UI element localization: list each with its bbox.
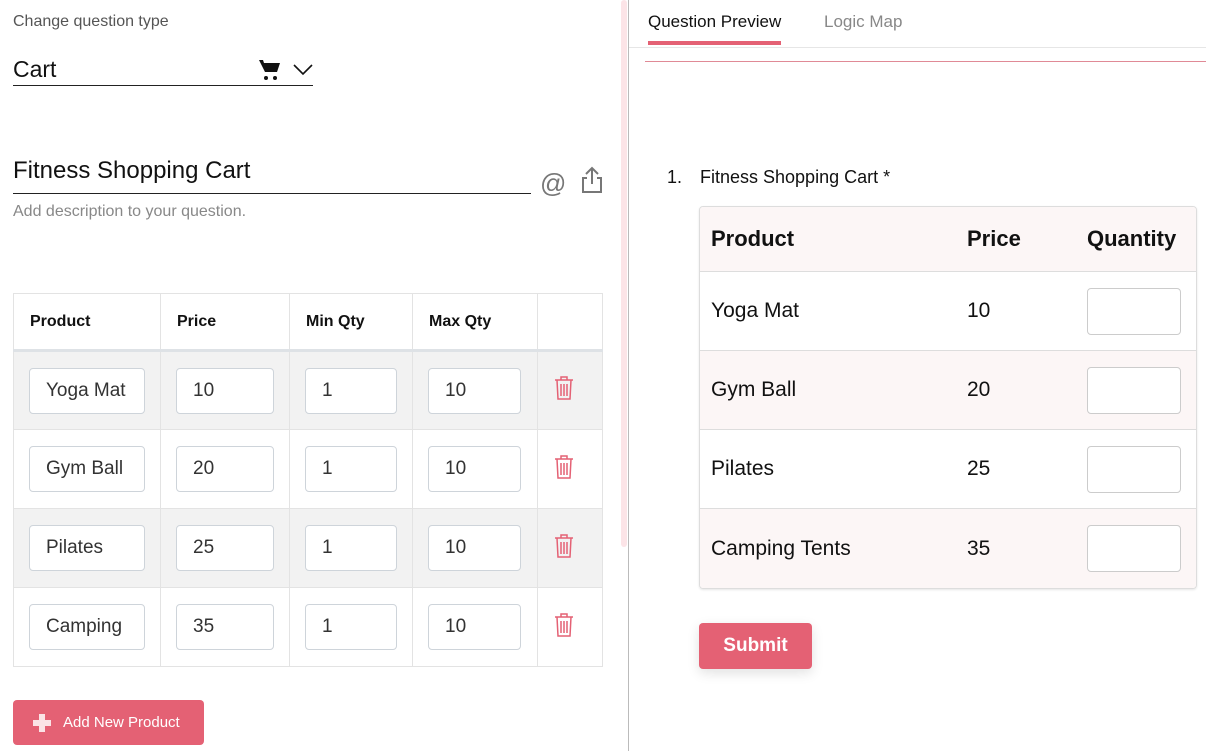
product-name: Gym Ball <box>711 378 797 401</box>
trash-icon[interactable] <box>553 533 575 559</box>
table-row: Pilates 25 1 10 <box>13 508 603 588</box>
tab-question-preview[interactable]: Question Preview <box>648 12 782 45</box>
product-name-input[interactable]: Pilates <box>29 525 145 571</box>
max-qty-input[interactable]: 10 <box>428 446 521 492</box>
trash-icon[interactable] <box>553 375 575 401</box>
price-input[interactable]: 35 <box>176 604 274 650</box>
column-header: Product <box>711 226 795 251</box>
product-price: 10 <box>967 299 991 322</box>
question-description-input[interactable]: Add description to your question. <box>13 203 247 220</box>
add-new-product-label: Add New Product <box>63 714 180 731</box>
preview-question-title: Fitness Shopping Cart * <box>700 167 891 187</box>
column-header: Price <box>967 226 1021 251</box>
min-qty-input[interactable]: 1 <box>305 446 397 492</box>
column-header: Min Qty <box>289 293 413 352</box>
price-input[interactable]: 10 <box>176 367 274 414</box>
column-header: Max Qty <box>412 293 538 352</box>
min-qty-input[interactable]: 1 <box>305 525 397 571</box>
product-name: Camping Tents <box>711 536 851 560</box>
table-row: Camping Tents 35 <box>700 509 1196 588</box>
table-row: Yoga Mat 10 1 10 <box>13 350 603 430</box>
max-qty-input[interactable]: 10 <box>428 367 521 414</box>
mention-icon[interactable]: @ <box>540 168 567 198</box>
table-row: Gym Ball 20 1 10 <box>13 429 603 509</box>
quantity-input[interactable] <box>1087 366 1181 414</box>
column-header <box>537 293 603 352</box>
min-qty-input[interactable]: 1 <box>305 604 397 650</box>
table-row: Gym Ball 20 <box>700 351 1196 430</box>
max-qty-input[interactable]: 10 <box>428 525 521 571</box>
table-row: Yoga Mat 10 <box>700 272 1196 351</box>
quantity-input[interactable] <box>1087 445 1181 493</box>
question-title-input[interactable]: Fitness Shopping Cart <box>13 154 531 194</box>
product-price: 35 <box>967 536 991 560</box>
question-type-value: Cart <box>13 56 57 82</box>
preview-tabs: Question Preview Logic Map <box>629 0 1206 48</box>
product-name-input[interactable]: Camping <box>29 604 145 650</box>
add-new-product-button[interactable]: Add New Product <box>13 700 204 745</box>
question-number: 1. <box>667 167 683 187</box>
table-row: Camping 35 1 10 <box>13 587 603 667</box>
trash-icon[interactable] <box>553 612 575 638</box>
trash-icon[interactable] <box>553 454 575 480</box>
product-name-input[interactable]: Yoga Mat <box>29 367 145 414</box>
change-question-type-label: Change question type <box>13 13 169 30</box>
cart-preview-table: Product Price Quantity Yoga Mat 10 Gym B… <box>699 206 1197 589</box>
min-qty-input[interactable]: 1 <box>305 367 397 414</box>
column-header: Quantity <box>1087 226 1177 251</box>
panel-divider <box>628 0 629 751</box>
submit-button[interactable]: Submit <box>699 623 812 669</box>
table-row: Pilates 25 <box>700 430 1196 509</box>
max-qty-input[interactable]: 10 <box>428 604 521 650</box>
divider <box>645 61 1206 62</box>
product-price: 20 <box>967 378 991 401</box>
scrollbar[interactable] <box>621 0 627 547</box>
question-type-select[interactable]: Cart <box>13 52 313 86</box>
product-price: 25 <box>967 457 991 480</box>
quantity-input[interactable] <box>1087 287 1181 335</box>
table-header: Product Price Min Qty Max Qty <box>13 293 603 352</box>
product-name: Yoga Mat <box>711 299 799 322</box>
quantity-input[interactable] <box>1087 525 1181 572</box>
column-header: Product <box>13 293 161 352</box>
table-header: Product Price Quantity <box>700 207 1196 272</box>
product-name-input[interactable]: Gym Ball <box>29 446 145 492</box>
price-input[interactable]: 25 <box>176 525 274 571</box>
chevron-down-icon <box>293 64 313 76</box>
plus-icon <box>33 713 51 732</box>
product-editor-table: Product Price Min Qty Max Qty Yoga Mat 1… <box>13 293 603 667</box>
column-header: Price <box>160 293 290 352</box>
cart-icon <box>259 60 280 80</box>
price-input[interactable]: 20 <box>176 446 274 492</box>
tab-logic-map[interactable]: Logic Map <box>824 12 903 31</box>
product-name: Pilates <box>711 457 775 480</box>
share-icon[interactable] <box>580 166 604 194</box>
